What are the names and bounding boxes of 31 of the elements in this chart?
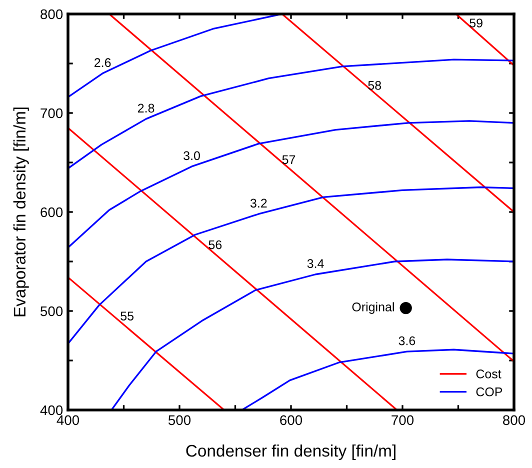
annotation: 56 xyxy=(208,240,222,250)
annotation: Original xyxy=(352,302,394,314)
x-tick-label: 400 xyxy=(56,415,80,426)
y-axis-title: Evaporator fin density [fin/m] xyxy=(13,108,29,316)
line-series xyxy=(241,348,514,410)
line-series xyxy=(68,58,514,170)
annotation: 59 xyxy=(470,18,482,28)
x-tick-label: 700 xyxy=(392,415,414,426)
annotation: 57 xyxy=(282,155,296,164)
y-tick-label: 700 xyxy=(40,108,63,118)
annotation: 2.6 xyxy=(94,58,111,68)
line-series xyxy=(110,258,514,410)
annotation: 3.6 xyxy=(398,336,416,346)
y-tick-label: 500 xyxy=(40,306,63,316)
annotation: 55 xyxy=(120,312,134,320)
annotation: 2.8 xyxy=(138,104,154,113)
x-tick-label: 800 xyxy=(503,415,526,426)
x-tick-label: 600 xyxy=(280,415,302,426)
legend-label: COP xyxy=(476,387,502,396)
annotation: 3.4 xyxy=(307,259,324,268)
y-tick-label: 800 xyxy=(40,9,63,20)
x-tick-label: 500 xyxy=(168,415,191,426)
y-tick-label: 600 xyxy=(40,207,63,218)
annotation: 3.0 xyxy=(184,151,200,160)
annotation: 3.2 xyxy=(250,198,267,208)
line-series xyxy=(68,186,514,345)
legend-label: Cost xyxy=(476,370,502,378)
y-tick-label: 400 xyxy=(40,405,63,416)
x-axis-title: Condenser fin density [fin/m] xyxy=(186,444,396,460)
line-series xyxy=(68,120,514,248)
annotation: 58 xyxy=(368,80,382,90)
